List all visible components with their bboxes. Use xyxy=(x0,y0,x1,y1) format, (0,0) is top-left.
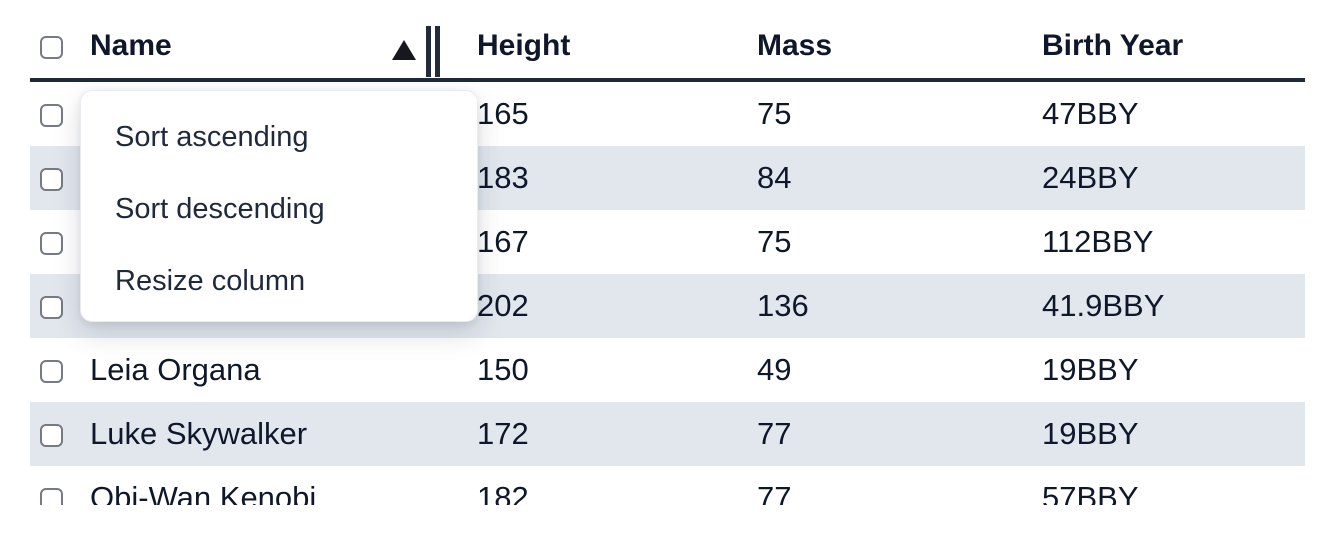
cell-birth-year: 47BBY xyxy=(1042,96,1139,131)
cell-birth-year: 112BBY xyxy=(1042,224,1154,259)
row-select-cell xyxy=(30,402,80,466)
cell-height: 202 xyxy=(477,288,529,323)
cell-birth-year: 19BBY xyxy=(1042,352,1139,387)
cell-name: Obi-Wan Kenobi xyxy=(90,480,317,505)
column-label-mass: Mass xyxy=(757,29,833,62)
column-label-birth-year: Birth Year xyxy=(1042,29,1184,62)
cell-birth-year: 24BBY xyxy=(1042,160,1139,195)
cell-mass: 49 xyxy=(757,352,792,387)
row-checkbox[interactable] xyxy=(40,359,63,383)
resize-bar-icon xyxy=(435,26,440,77)
cell-height: 172 xyxy=(477,416,529,451)
cell-birth-year: 57BBY xyxy=(1042,480,1139,505)
row-checkbox[interactable] xyxy=(40,423,63,447)
cell-mass: 84 xyxy=(757,160,792,195)
cell-mass: 136 xyxy=(757,288,809,323)
cell-height: 150 xyxy=(477,352,529,387)
cell-mass: 77 xyxy=(757,480,792,505)
row-select-cell xyxy=(30,274,80,338)
table-row: Obi-Wan Kenobi 182 77 57BBY xyxy=(30,466,1305,505)
column-header-height[interactable]: Height xyxy=(467,0,747,78)
cell-birth-year: 19BBY xyxy=(1042,416,1139,451)
row-checkbox[interactable] xyxy=(40,167,63,191)
column-label-height: Height xyxy=(477,29,571,62)
row-select-cell xyxy=(30,466,80,505)
column-label-name: Name xyxy=(90,29,172,62)
row-select-cell xyxy=(30,210,80,274)
row-select-cell xyxy=(30,338,80,402)
column-header-mass[interactable]: Mass xyxy=(747,0,1032,78)
column-context-menu: Sort ascending Sort descending Resize co… xyxy=(80,90,478,322)
resize-bar-icon xyxy=(426,26,431,77)
column-header-name[interactable]: Name xyxy=(80,0,467,78)
menu-item-sort-descending[interactable]: Sort descending xyxy=(115,192,325,225)
select-all-cell xyxy=(30,0,80,78)
row-checkbox[interactable] xyxy=(40,487,63,505)
menu-item-sort-ascending[interactable]: Sort ascending xyxy=(115,120,309,153)
cell-mass: 75 xyxy=(757,96,792,131)
table-row: Luke Skywalker 172 77 19BBY xyxy=(30,402,1305,466)
cell-birth-year: 41.9BBY xyxy=(1042,288,1165,323)
cell-name: Leia Organa xyxy=(90,352,261,387)
row-select-cell xyxy=(30,146,80,210)
cell-mass: 75 xyxy=(757,224,792,259)
cell-name: Luke Skywalker xyxy=(90,416,308,451)
table-header: Name Height Mass Birth Year xyxy=(30,0,1305,82)
cell-mass: 77 xyxy=(757,416,792,451)
menu-item-resize-column[interactable]: Resize column xyxy=(115,264,306,297)
sort-ascending-icon xyxy=(392,40,416,60)
cell-height: 183 xyxy=(477,160,529,195)
row-checkbox[interactable] xyxy=(40,103,63,127)
select-all-checkbox[interactable] xyxy=(40,35,63,59)
table-row: Leia Organa 150 49 19BBY xyxy=(30,338,1305,402)
row-checkbox[interactable] xyxy=(40,295,63,319)
row-checkbox[interactable] xyxy=(40,231,63,255)
row-select-cell xyxy=(30,82,80,146)
table-row: 167 75 112BBY xyxy=(30,210,1305,274)
column-resize-handle[interactable] xyxy=(426,26,440,77)
table-row: 165 75 47BBY xyxy=(30,82,1305,146)
cell-height: 165 xyxy=(477,96,529,131)
column-header-birth-year[interactable]: Birth Year xyxy=(1032,0,1305,78)
cell-height: 182 xyxy=(477,480,529,505)
cell-height: 167 xyxy=(477,224,529,259)
